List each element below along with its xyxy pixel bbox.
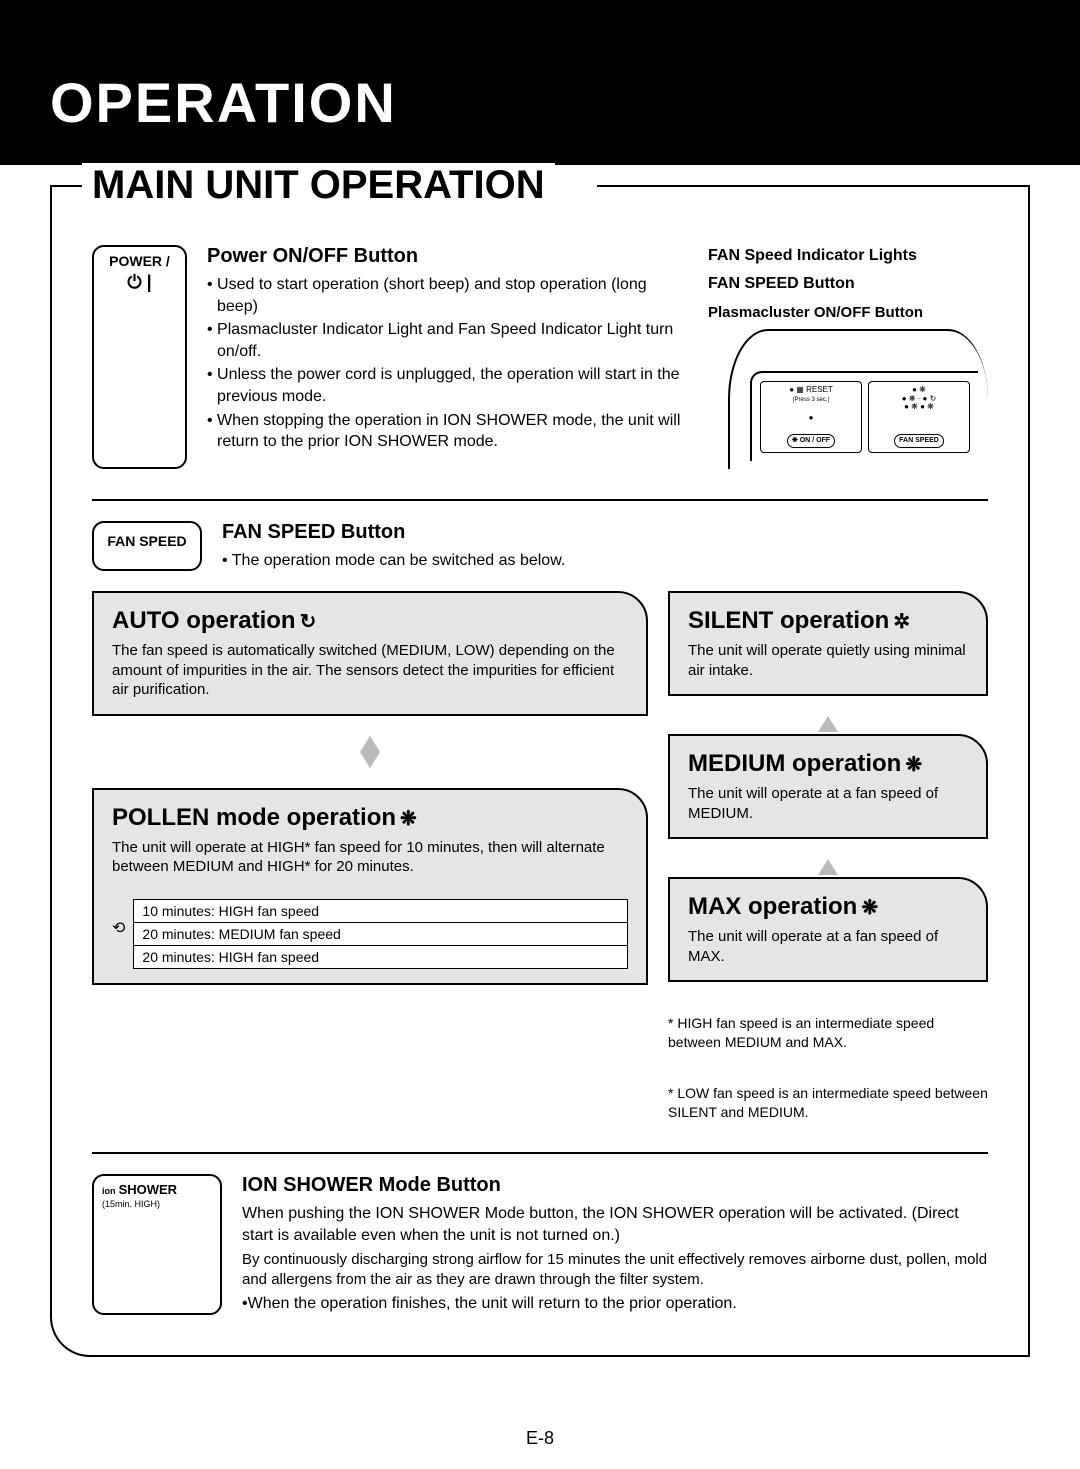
divider [92, 499, 988, 501]
max-desc: The unit will operate at a fan speed of … [688, 927, 968, 966]
ion-para: When pushing the ION SHOWER Mode button,… [242, 1203, 988, 1246]
main-unit-frame: MAIN UNIT OPERATION POWER / ⏻ | Power ON… [50, 185, 1030, 1357]
ion-shower-button-label: ion SHOWER (15min. HIGH) [92, 1174, 222, 1315]
max-icon: ❋ [861, 897, 878, 919]
flow-arrow [668, 859, 988, 875]
power-button-label: POWER / ⏻ | [92, 245, 187, 469]
panel-fanspeed-btn: FAN SPEED [894, 434, 944, 448]
footnote: * LOW fan speed is an intermediate speed… [668, 1084, 988, 1122]
power-button-text: POWER / [109, 253, 170, 269]
power-bullet: Plasmacluster Indicator Light and Fan Sp… [207, 319, 688, 362]
pollen-row: 10 minutes: HIGH fan speed [134, 900, 627, 923]
power-bullet: Used to start operation (short beep) and… [207, 274, 688, 317]
control-panel-outline: ● ▦ RESET(Press 3 sec.) ● ❋ ON / OFF ● ❋… [728, 329, 988, 469]
medium-icon: ❋ [905, 754, 922, 776]
medium-mode-box: MEDIUM operation❋ The unit will operate … [668, 734, 988, 839]
fanspeed-button-label: FAN SPEED [92, 521, 202, 572]
pollen-icon: ❋ [400, 808, 417, 830]
panel-fanspeed-box: ● ❋● ❋ · ● ↻● ❋ ● ❋ FAN SPEED [868, 381, 970, 453]
fan-button-label: FAN SPEED Button [708, 273, 988, 295]
auto-icon: ↻ [300, 611, 317, 633]
pollen-desc: The unit will operate at HIGH* fan speed… [112, 838, 628, 877]
power-row: POWER / ⏻ | Power ON/OFF Button Used to … [92, 245, 988, 469]
panel-reset-box: ● ▦ RESET(Press 3 sec.) ● ❋ ON / OFF [760, 381, 862, 453]
power-description: Power ON/OFF Button Used to start operat… [207, 245, 688, 469]
flow-arrow [92, 736, 648, 768]
operation-banner: OPERATION [0, 0, 1080, 165]
panel-onoff-btn: ❋ ON / OFF [787, 434, 835, 448]
ion-shower-row: ion SHOWER (15min. HIGH) ION SHOWER Mode… [92, 1174, 988, 1315]
ion-desc-block: ION SHOWER Mode Button When pushing the … [242, 1174, 988, 1315]
power-heading: Power ON/OFF Button [207, 245, 688, 268]
silent-mode-box: SILENT operation✲ The unit will operate … [668, 591, 988, 696]
fan-indicator-label: FAN Speed Indicator Lights [708, 245, 988, 267]
power-icon: ⏻ | [104, 272, 175, 294]
fanspeed-row: FAN SPEED FAN SPEED Button • The operati… [92, 521, 988, 572]
divider [92, 1152, 988, 1154]
power-bullet: Unless the power cord is unplugged, the … [207, 364, 688, 407]
section-title: MAIN UNIT OPERATION [92, 163, 545, 208]
medium-title: MEDIUM operation❋ [688, 750, 968, 778]
panel-face: ● ▦ RESET(Press 3 sec.) ● ❋ ON / OFF ● ❋… [750, 371, 978, 461]
power-bullets: Used to start operation (short beep) and… [207, 274, 688, 453]
fanspeed-desc-block: FAN SPEED Button • The operation mode ca… [222, 521, 565, 572]
pollen-title: POLLEN mode operation❋ [112, 804, 628, 832]
silent-icon: ✲ [893, 611, 910, 633]
mode-diagram: AUTO operation↻ The fan speed is automat… [92, 591, 988, 1122]
max-mode-box: MAX operation❋ The unit will operate at … [668, 877, 988, 982]
pollen-table: 10 minutes: HIGH fan speed 20 minutes: M… [133, 899, 628, 969]
silent-desc: The unit will operate quietly using mini… [688, 641, 968, 680]
silent-title: SILENT operation✲ [688, 607, 968, 635]
flow-arrow [668, 716, 988, 732]
ion-para: •When the operation finishes, the unit w… [242, 1293, 988, 1315]
section-title-wrap: MAIN UNIT OPERATION [82, 163, 555, 208]
auto-mode-box: AUTO operation↻ The fan speed is automat… [92, 591, 648, 716]
power-bullet: When stopping the operation in ION SHOWE… [207, 410, 688, 453]
pollen-mode-box: POLLEN mode operation❋ The unit will ope… [92, 788, 648, 985]
max-title: MAX operation❋ [688, 893, 968, 921]
mode-col-right: SILENT operation✲ The unit will operate … [668, 591, 988, 1122]
fanspeed-heading: FAN SPEED Button [222, 521, 565, 544]
page-number: E-8 [526, 1428, 554, 1449]
plasma-label: Plasmacluster ON/OFF Button [708, 302, 988, 323]
banner-title: OPERATION [50, 70, 1080, 135]
cycle-arrow-icon: ⟲ [112, 918, 125, 938]
medium-desc: The unit will operate at a fan speed of … [688, 784, 968, 823]
footnote: * HIGH fan speed is an intermediate spee… [668, 1014, 988, 1052]
ion-heading: ION SHOWER Mode Button [242, 1174, 988, 1197]
auto-title: AUTO operation↻ [112, 607, 628, 635]
pollen-row: 20 minutes: MEDIUM fan speed [134, 923, 627, 946]
mode-col-left: AUTO operation↻ The fan speed is automat… [92, 591, 648, 1122]
auto-desc: The fan speed is automatically switched … [112, 641, 628, 700]
ion-para: By continuously discharging strong airfl… [242, 1250, 988, 1289]
fanspeed-desc: • The operation mode can be switched as … [222, 550, 565, 572]
control-panel-diagram: FAN Speed Indicator Lights FAN SPEED But… [708, 245, 988, 469]
pollen-row: 20 minutes: HIGH fan speed [134, 946, 627, 968]
